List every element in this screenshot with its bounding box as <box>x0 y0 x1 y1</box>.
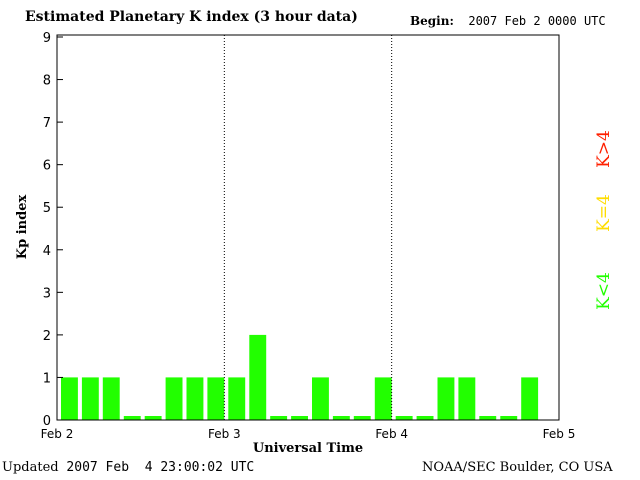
y-tick-label: 5 <box>43 201 51 216</box>
kp-bar <box>102 377 120 420</box>
x-tick-label: Feb 3 <box>208 427 241 441</box>
y-tick-label: 2 <box>43 329 51 344</box>
kp-bar <box>165 377 183 420</box>
y-axis-ticks: 0 1 2 3 4 5 6 7 8 9 <box>43 31 63 429</box>
kp-bar <box>332 416 350 420</box>
kp-bar <box>458 377 476 420</box>
begin-timestamp: Begin: 2007 Feb 2 0000 UTC <box>410 15 606 27</box>
kp-bar <box>186 377 204 420</box>
begin-label: Begin: <box>410 14 454 28</box>
legend-low: K<4 <box>594 272 614 310</box>
plot-frame <box>56 34 560 421</box>
credit-text: NOAA/SEC Boulder, CO USA <box>422 460 613 475</box>
y-tick-label: 9 <box>43 31 51 46</box>
y-tick-label: 6 <box>43 159 51 174</box>
kp-bar <box>416 416 434 420</box>
kp-bar <box>249 334 267 420</box>
kp-bar <box>479 416 497 420</box>
kp-bar <box>123 416 141 420</box>
x-tick-label: Feb 4 <box>375 427 408 441</box>
y-axis-label: Kp index <box>15 195 30 260</box>
legend-high: K>4 <box>594 130 614 168</box>
kp-bar <box>312 377 329 420</box>
kp-bar <box>521 377 539 420</box>
y-tick-label: 8 <box>43 74 51 89</box>
x-axis-label: Universal Time <box>253 441 363 456</box>
begin-value: 2007 Feb 2 0000 UTC <box>468 14 606 28</box>
legend-mid: K=4 <box>594 194 614 232</box>
bars-layer <box>61 334 539 420</box>
y-tick-label: 4 <box>43 244 51 259</box>
kp-bar <box>228 377 246 420</box>
chart-title: Estimated Planetary K index (3 hour data… <box>25 9 358 25</box>
kp-bar <box>437 377 455 420</box>
kp-bar <box>144 416 162 420</box>
x-tick-label: Feb 5 <box>543 427 576 441</box>
kp-bar <box>395 416 413 420</box>
updated-label: Updated <box>2 460 59 475</box>
kp-bar <box>81 377 99 420</box>
x-axis-ticks: Feb 2 Feb 3 Feb 4 Feb 5 <box>41 427 576 441</box>
kp-bar <box>353 416 371 420</box>
kp-bar <box>61 377 78 420</box>
y-tick-label: 7 <box>43 116 51 131</box>
x-tick-label: Feb 2 <box>41 427 74 441</box>
kp-bar <box>374 377 392 420</box>
y-tick-label: 0 <box>43 414 51 429</box>
updated-value: 2007 Feb 4 23:00:02 UTC <box>66 460 255 475</box>
updated-timestamp: Updated 2007 Feb 4 23:00:02 UTC <box>2 461 254 474</box>
y-tick-label: 3 <box>43 286 51 301</box>
kp-bar <box>270 416 288 420</box>
day-grid-lines <box>223 35 393 420</box>
kp-bar <box>291 416 308 420</box>
kp-bar <box>207 377 225 420</box>
kp-bar <box>500 416 518 420</box>
y-tick-label: 1 <box>43 371 51 386</box>
